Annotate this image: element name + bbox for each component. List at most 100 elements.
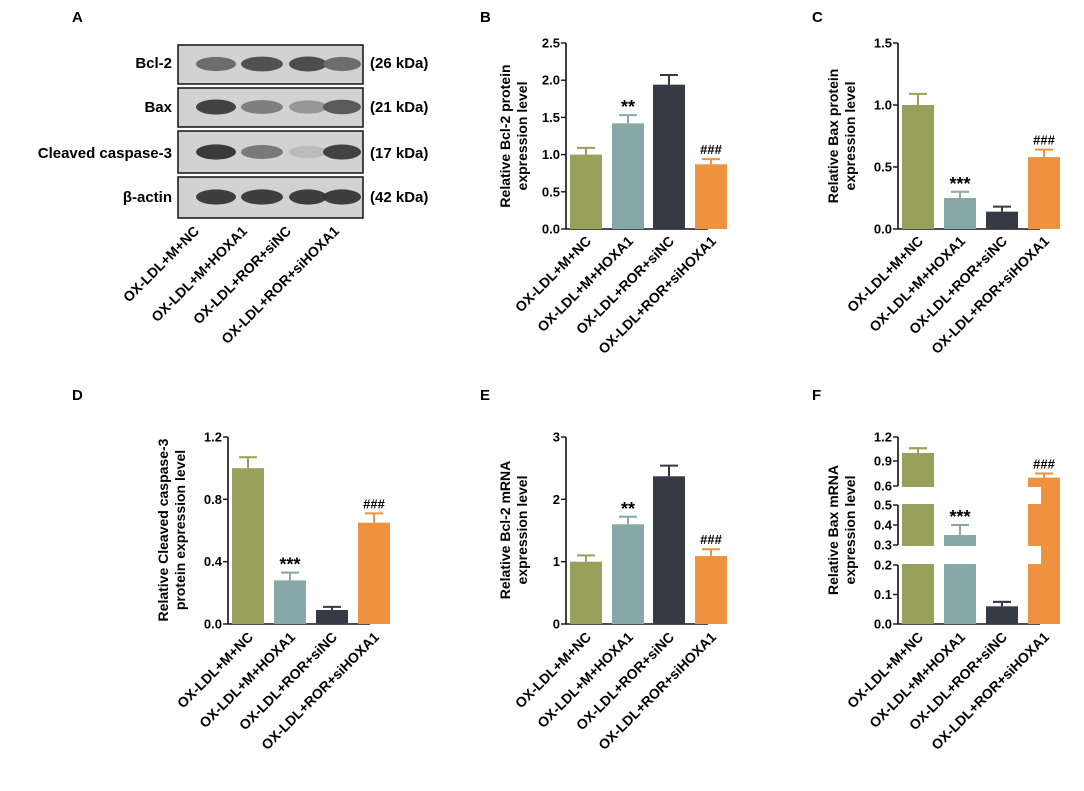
blot-size-label: (42 kDa) (370, 189, 428, 206)
blot-band (323, 189, 361, 204)
axis-break-gap (899, 546, 1041, 564)
bar (274, 580, 306, 624)
category-label: OX-LDL+M+NC (174, 629, 256, 711)
blot-size-label: (26 kDa) (370, 55, 428, 72)
blot-band (241, 145, 283, 159)
significance-label: ** (621, 499, 635, 519)
panel-label-d: D (72, 387, 83, 404)
y-tick-label: 0.2 (874, 558, 892, 573)
blot-lane-labels: OX-LDL+M+NC OX-LDL+M+HOXA1 OX-LDL+ROR+si… (120, 223, 342, 347)
blot-band (289, 100, 327, 113)
bar (944, 198, 976, 229)
y-axis-label: Relative Cleaved caspase-3protein expres… (155, 438, 188, 621)
significance-label: ### (1033, 457, 1055, 472)
bar (1028, 157, 1060, 229)
y-tick-label: 0.0 (542, 222, 560, 237)
chart-panel-e: 0 1 2 3 Relative Bcl-2 mRNAexpression level O… (497, 430, 727, 753)
panel-label-e: E (480, 387, 490, 404)
blot-band (323, 57, 361, 71)
y-axis-label: Relative Bax proteinexpression level (825, 69, 858, 204)
bar (902, 453, 934, 624)
blot-band (323, 100, 361, 115)
y-axis-label: Relative Bcl-2 mRNAexpression level (497, 461, 530, 600)
y-tick-label: 0.5 (874, 498, 892, 513)
panel-label-b: B (480, 9, 491, 26)
y-tick-label: 2.5 (542, 36, 560, 51)
category-label: OX-LDL+M+NC (512, 233, 594, 315)
significance-label: ### (1033, 133, 1055, 148)
blot-protein-label: Bcl-2 (135, 55, 172, 72)
bar (570, 155, 602, 229)
bar (695, 164, 727, 229)
significance-label: ### (363, 496, 385, 511)
bar (570, 562, 602, 624)
significance-label: ### (700, 142, 722, 157)
y-tick-label: 1.2 (204, 430, 222, 445)
y-tick-label: 0.6 (874, 479, 892, 494)
panel-label-a: A (72, 9, 83, 26)
axis-break-gap (899, 487, 1041, 504)
blot-band (323, 144, 361, 159)
bar (986, 606, 1018, 624)
y-axis-label: Relative Bcl-2 proteinexpression level (497, 64, 530, 207)
category-label: OX-LDL+M+NC (844, 629, 926, 711)
y-tick-label: 0.4 (874, 518, 893, 533)
blot-row-bax: Bax (21 kDa) (144, 88, 428, 127)
panel-label-f: F (812, 387, 821, 404)
panel-label-c: C (812, 9, 823, 26)
blot-protein-label: β-actin (123, 189, 172, 206)
significance-label: ** (621, 97, 635, 117)
blot-band (289, 57, 327, 72)
y-tick-label: 1.0 (874, 98, 892, 113)
blot-band (196, 189, 236, 204)
blot-size-label: (21 kDa) (370, 99, 428, 116)
bar (653, 85, 685, 229)
y-tick-label: 0.4 (204, 554, 223, 569)
category-label: OX-LDL+M+NC (512, 629, 594, 711)
bar (358, 523, 390, 624)
blot-band (196, 57, 236, 71)
y-tick-label: 1.2 (874, 430, 892, 445)
blot-band (289, 146, 327, 158)
category-label: OX-LDL+M+NC (844, 233, 926, 315)
bar (902, 105, 934, 229)
bar (232, 468, 264, 624)
blot-band (196, 144, 236, 159)
y-tick-label: 0.9 (874, 454, 892, 469)
bar (653, 476, 685, 624)
y-tick-label: 0.0 (874, 222, 892, 237)
y-tick-label: 0.8 (204, 492, 222, 507)
blot-size-label: (17 kDa) (370, 145, 428, 162)
y-tick-label: 0.0 (874, 617, 892, 632)
y-tick-label: 2.0 (542, 73, 560, 88)
y-tick-label: 1.5 (874, 36, 892, 51)
western-blot: Bcl-2 (26 kDa) Bax (21 kDa) Cleaved casp… (38, 45, 429, 347)
y-tick-label: 1.0 (542, 147, 560, 162)
y-axis-label: Relative Bax mRNAexpression level (825, 465, 858, 595)
bar (986, 212, 1018, 229)
y-tick-label: 1.5 (542, 110, 560, 125)
blot-band (241, 100, 283, 114)
significance-label: *** (279, 555, 300, 575)
chart-panel-b: 0.00.51.01.52.02.5Relative Bcl-2 protein… (497, 36, 727, 357)
bar (612, 123, 644, 229)
blot-protein-label: Cleaved caspase-3 (38, 145, 172, 162)
y-tick-label: 0.0 (204, 617, 222, 632)
y-tick-label: 0.1 (874, 587, 892, 602)
blot-band (289, 189, 327, 204)
y-tick-label: 0.5 (874, 160, 892, 175)
bar (612, 524, 644, 624)
y-tick-label: 3 (553, 430, 560, 445)
blot-band (196, 99, 236, 114)
y-tick-label: 0 (553, 617, 560, 632)
figure: A B C D E F Bcl-2 (26 kDa) Bax (21 kDa) … (0, 0, 1084, 791)
blot-protein-label: Bax (144, 99, 172, 116)
significance-label: *** (949, 174, 970, 194)
chart-panel-d: 0.0 0.4 0.8 1.2 Relative Cleaved caspase-3pr… (155, 430, 390, 753)
bar (316, 610, 348, 624)
y-tick-label: 1 (553, 554, 560, 569)
y-tick-label: 0.3 (874, 538, 892, 553)
y-tick-label: 2 (553, 492, 560, 507)
blot-band (241, 57, 283, 72)
bar (695, 556, 727, 624)
